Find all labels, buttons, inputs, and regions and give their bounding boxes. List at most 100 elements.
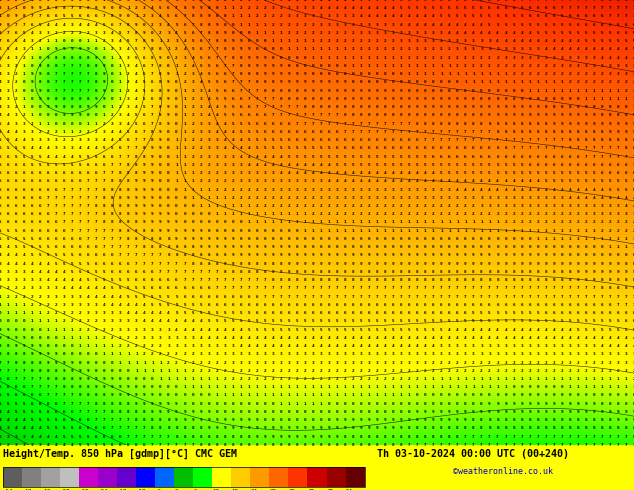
Text: 4: 4 (512, 31, 515, 35)
Text: 7: 7 (480, 435, 483, 439)
Text: 4: 4 (368, 171, 370, 175)
Text: 7: 7 (256, 97, 258, 101)
Text: 5: 5 (0, 229, 1, 233)
Text: 1: 1 (576, 385, 579, 389)
Text: 0: 0 (376, 72, 378, 76)
Text: 9: 9 (480, 262, 483, 266)
Text: 6: 6 (456, 0, 459, 2)
Text: 8: 8 (207, 435, 210, 439)
Text: 5: 5 (199, 64, 202, 68)
Text: 7: 7 (552, 286, 555, 291)
Text: 4: 4 (504, 39, 507, 43)
Text: 3: 3 (240, 163, 242, 167)
Text: 8: 8 (119, 410, 122, 414)
Text: 3: 3 (624, 64, 627, 68)
Text: 6: 6 (304, 138, 306, 142)
Text: 1: 1 (328, 220, 330, 224)
Text: 1: 1 (199, 377, 202, 381)
Text: 2: 2 (191, 369, 194, 373)
Text: 9: 9 (39, 97, 41, 101)
Text: 6: 6 (7, 39, 10, 43)
Text: 9: 9 (175, 229, 178, 233)
Text: 8: 8 (560, 278, 563, 282)
Text: 3: 3 (320, 179, 322, 183)
Text: 9: 9 (448, 105, 451, 109)
Text: 2: 2 (304, 204, 306, 208)
Text: 8: 8 (416, 113, 418, 117)
Text: 9: 9 (295, 80, 298, 84)
Text: 1: 1 (560, 237, 563, 241)
Text: 6: 6 (609, 23, 611, 27)
Text: 6: 6 (528, 163, 531, 167)
Text: 3: 3 (7, 435, 10, 439)
Text: 8: 8 (352, 443, 354, 447)
Text: 2: 2 (376, 39, 378, 43)
Text: 1: 1 (320, 220, 322, 224)
Text: 6: 6 (400, 311, 403, 315)
Text: 0: 0 (408, 80, 411, 84)
Text: 4: 4 (336, 336, 339, 340)
Text: 8: 8 (368, 443, 370, 447)
Text: 7: 7 (392, 130, 394, 134)
Text: 3: 3 (95, 138, 98, 142)
Text: 2: 2 (63, 311, 65, 315)
Text: 2: 2 (368, 39, 370, 43)
Text: 5: 5 (440, 171, 443, 175)
Text: 9: 9 (135, 188, 138, 192)
Text: 1: 1 (191, 171, 194, 175)
Text: 9: 9 (79, 48, 82, 51)
Text: 8: 8 (440, 270, 443, 274)
Text: 5: 5 (207, 319, 210, 323)
Text: 7: 7 (496, 294, 499, 298)
Text: 3: 3 (480, 204, 483, 208)
Text: 7: 7 (39, 15, 41, 19)
Text: 9: 9 (609, 270, 611, 274)
Text: 0: 0 (528, 393, 531, 397)
Text: 8: 8 (247, 262, 250, 266)
Text: 7: 7 (247, 278, 250, 282)
Text: 8: 8 (416, 270, 418, 274)
Text: 5: 5 (617, 179, 619, 183)
Text: 2: 2 (320, 377, 322, 381)
Text: 6: 6 (536, 303, 539, 307)
Text: 7: 7 (352, 286, 354, 291)
Text: 8: 8 (360, 113, 363, 117)
Text: 6: 6 (39, 171, 41, 175)
Text: 4: 4 (448, 179, 451, 183)
Text: 0: 0 (448, 237, 451, 241)
Text: 6: 6 (472, 154, 475, 159)
Text: 1: 1 (119, 80, 122, 84)
Text: 7: 7 (512, 294, 515, 298)
Text: 3: 3 (408, 188, 411, 192)
Text: 5: 5 (552, 23, 555, 27)
Text: 7: 7 (151, 105, 154, 109)
Text: 4: 4 (504, 31, 507, 35)
Text: 9: 9 (536, 105, 539, 109)
Text: 8: 8 (600, 278, 603, 282)
Text: 6: 6 (545, 15, 547, 19)
Text: 9: 9 (111, 385, 113, 389)
Text: 0: 0 (336, 64, 339, 68)
Text: 4: 4 (432, 344, 435, 348)
Text: 6: 6 (55, 220, 58, 224)
Text: 5: 5 (320, 319, 322, 323)
Text: 4: 4 (207, 113, 210, 117)
Text: 3: 3 (231, 163, 234, 167)
Text: 4: 4 (23, 418, 25, 422)
Text: 9: 9 (360, 426, 363, 430)
Text: 0: 0 (344, 72, 346, 76)
Text: 4: 4 (360, 336, 363, 340)
Text: 4: 4 (464, 23, 467, 27)
Text: 4: 4 (400, 171, 403, 175)
Text: -18: -18 (117, 489, 128, 490)
Text: 1: 1 (271, 212, 274, 216)
Text: 5: 5 (521, 15, 523, 19)
Text: 5: 5 (223, 113, 226, 117)
Text: 4: 4 (569, 188, 571, 192)
Text: 5: 5 (488, 23, 491, 27)
Text: 5: 5 (15, 147, 17, 150)
Text: 7: 7 (151, 253, 154, 257)
Text: 1: 1 (288, 39, 290, 43)
Text: 1: 1 (264, 220, 266, 224)
Text: 9: 9 (167, 220, 170, 224)
